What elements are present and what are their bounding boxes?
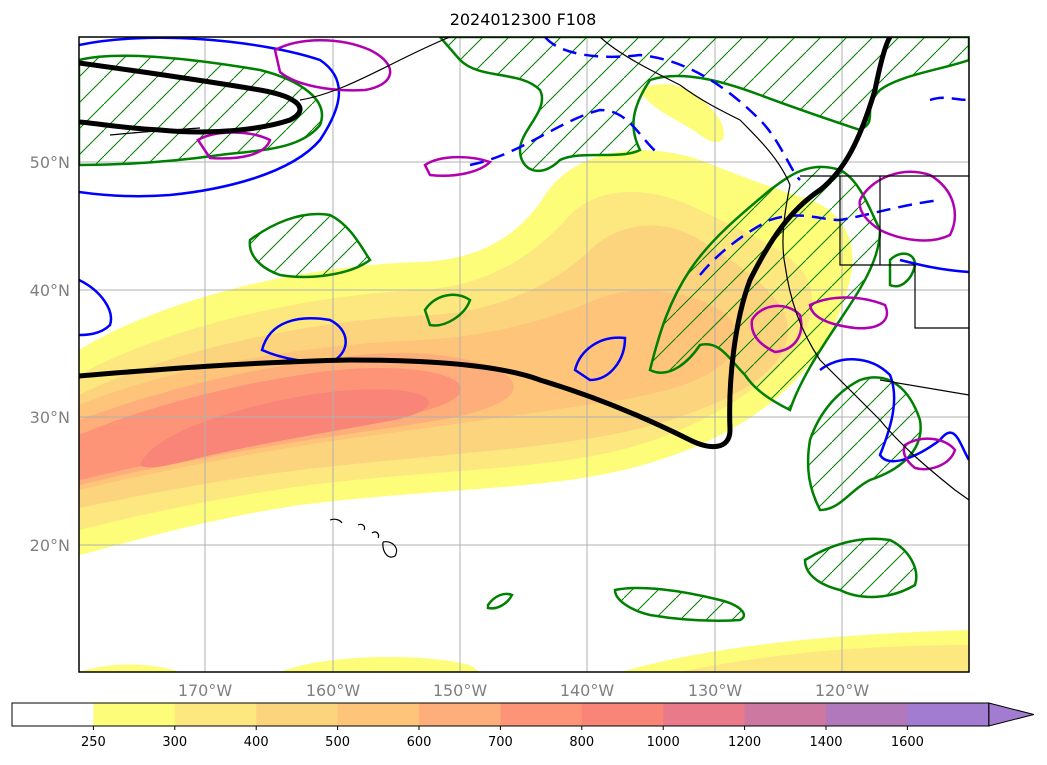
colorbar-segment: [12, 703, 94, 726]
precip-area-small-1: [423, 293, 472, 327]
colorbar-tick-label: 250: [81, 735, 106, 750]
colorbar-segment: [907, 703, 990, 726]
magenta-contour-north: [273, 39, 392, 92]
coastline-north-america: [599, 37, 969, 501]
wind-contour-small: [573, 336, 627, 382]
lat-label-20n: 20°N: [30, 536, 70, 555]
magenta-contour-ca: [750, 304, 803, 354]
lat-label-50n: 50°N: [30, 153, 70, 172]
colorbar-segment: [581, 703, 664, 726]
wind-contour-dashed-north: [544, 37, 801, 181]
lon-label-160w: 160°W: [306, 681, 361, 700]
wind-contour-west: [79, 278, 113, 337]
colorbar-segment: [337, 703, 420, 726]
colorbar-tick-label: 700: [488, 735, 513, 750]
colorbar-segment: [256, 703, 339, 726]
colorbar-segment: [744, 703, 827, 726]
lat-label-40n: 40°N: [30, 281, 70, 300]
colorbar-tick-label: 1400: [809, 735, 842, 750]
wind-contour-dashed-2: [699, 198, 941, 276]
precip-area-small-2: [486, 592, 514, 610]
colorbar-tick-label: 1600: [891, 735, 924, 750]
magenta-contour-ca-east: [808, 296, 889, 330]
height-contour-north: [79, 60, 303, 135]
wind-contour-dashed-ne: [929, 96, 969, 102]
colorbar-tick-label: 800: [569, 735, 594, 750]
colorbar-tick-label: 1000: [647, 735, 680, 750]
precip-area-mexico: [803, 537, 918, 599]
map-area: [79, 37, 969, 672]
lat-label-30n: 30°N: [30, 408, 70, 427]
coastlines: [109, 37, 969, 558]
precip-area-south-pacific: [613, 586, 746, 622]
chart-title: 2024012300 F108: [450, 10, 597, 29]
colorbar-segment: [174, 703, 257, 726]
lon-label-170w: 170°W: [178, 681, 233, 700]
wind-contours: [79, 37, 969, 463]
magenta-contour-mexico: [902, 437, 957, 471]
precip-hatch-areas: [79, 37, 969, 622]
colorbar-segment: [826, 703, 908, 726]
height-contours: [79, 37, 893, 450]
precip-area-mid-pacific: [248, 212, 372, 279]
border-states-1: [839, 176, 969, 329]
colorbar-segment: [93, 703, 176, 726]
hawaii-islands: [329, 518, 398, 558]
wind-contour-nw: [79, 37, 341, 198]
wind-contour-sw-us: [819, 358, 969, 463]
wind-contour-east: [899, 258, 969, 274]
wind-contour-dashed-1: [469, 108, 661, 167]
map-frame: [78, 36, 970, 673]
colorbar-extend-arrow: [988, 702, 1034, 727]
magenta-contour-mid: [423, 155, 493, 177]
colorbar-tick-label: 1200: [728, 735, 761, 750]
height-contour-main: [79, 37, 893, 450]
colorbar-tick-label: 600: [407, 735, 432, 750]
coastline-alaska: [299, 37, 451, 101]
colorbar-segment: [419, 703, 501, 726]
colorbar: 250 300 400 500 600 700 800 1000 1200 1400 1600: [11, 702, 1034, 750]
magenta-contour-ne: [858, 170, 957, 242]
ivt-bottom-band-inner: [680, 645, 969, 672]
lon-label-150w: 150°W: [433, 681, 488, 700]
ivt-bottom-band-far-left: [79, 664, 180, 672]
colorbar-tick-label: 400: [244, 735, 269, 750]
colorbar-segment: [500, 703, 583, 726]
ivt-layer-800: [140, 389, 429, 468]
lon-label-120w: 120°W: [815, 681, 870, 700]
ivt-patch-north: [640, 84, 724, 143]
lon-label-130w: 130°W: [688, 681, 743, 700]
colorbar-tick-label: 500: [325, 735, 350, 750]
lon-label-140w: 140°W: [560, 681, 615, 700]
border-us-mexico: [879, 379, 969, 396]
precip-area-nw: [79, 54, 324, 167]
colorbar-tick-label: 300: [162, 735, 187, 750]
colorbar-segment: [663, 703, 746, 726]
ivt-bottom-band-left: [280, 656, 480, 672]
